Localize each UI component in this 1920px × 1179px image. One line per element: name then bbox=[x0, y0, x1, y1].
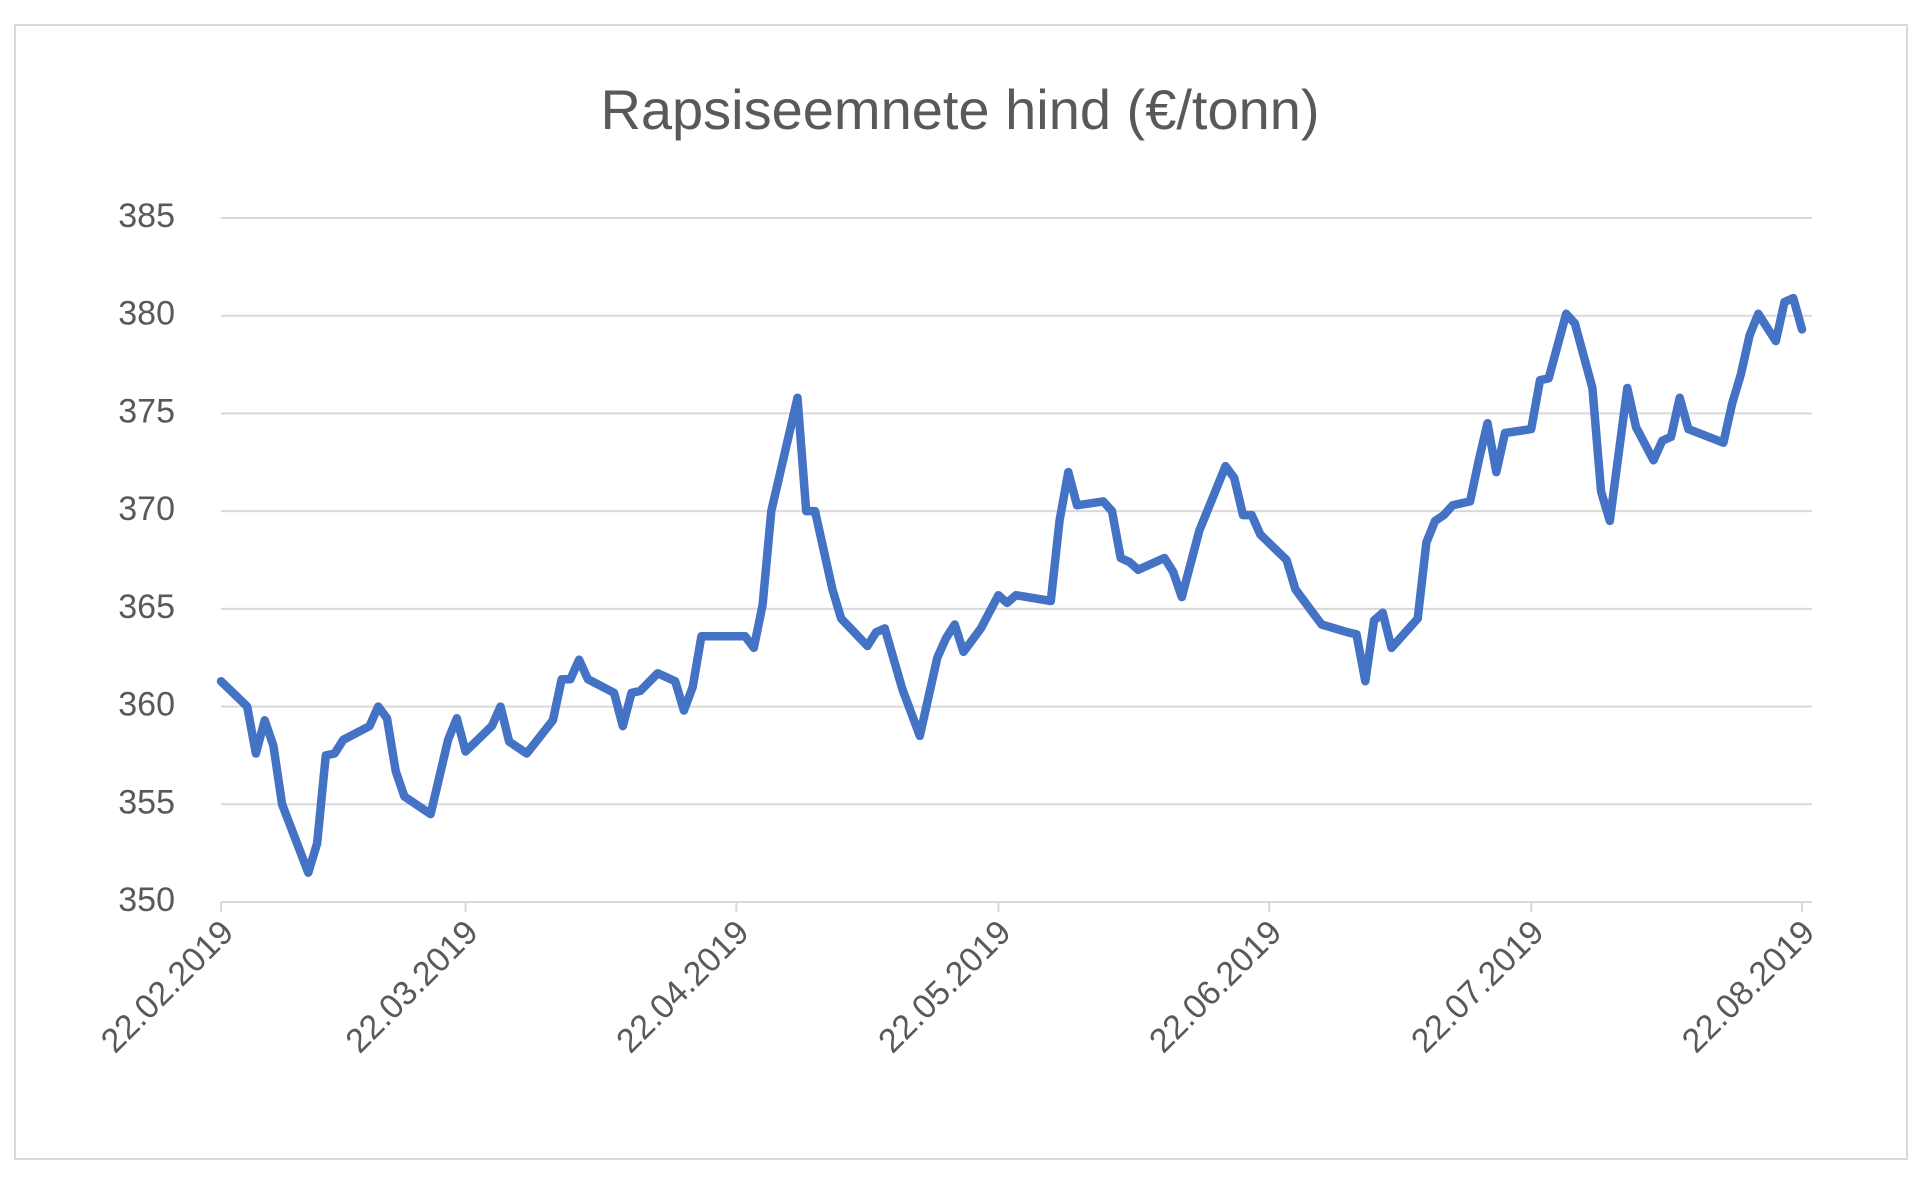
y-tick-label: 375 bbox=[118, 392, 175, 430]
y-tick-label: 365 bbox=[118, 588, 175, 626]
chart-border bbox=[14, 24, 1908, 1160]
y-tick-label: 360 bbox=[118, 686, 175, 724]
y-tick-label: 370 bbox=[118, 490, 175, 528]
y-tick-label: 355 bbox=[118, 783, 175, 821]
y-tick-label: 385 bbox=[118, 197, 175, 235]
y-tick-label: 380 bbox=[118, 295, 175, 333]
y-tick-label: 350 bbox=[118, 881, 175, 919]
chart-title: Rapsiseemnete hind (€/tonn) bbox=[600, 78, 1319, 141]
line-series bbox=[216, 293, 1807, 877]
